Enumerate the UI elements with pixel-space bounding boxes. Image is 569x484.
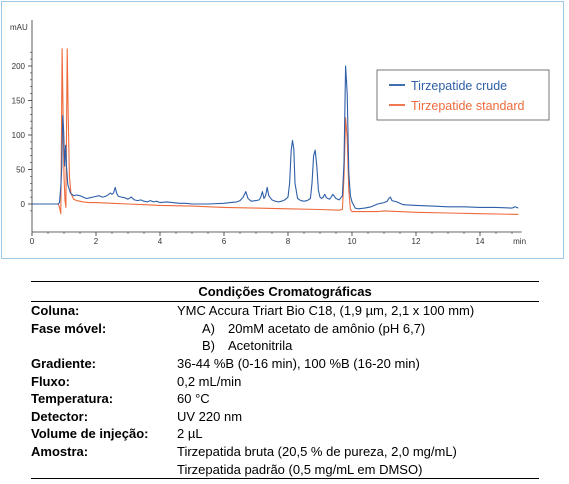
table-row: Detector: UV 220 nm (31, 408, 539, 426)
sample-value-crude: Tirzepatida bruta (20,5 % de pureza, 2,0… (177, 444, 457, 460)
x-axis-label: min (513, 237, 526, 246)
x-tick-label: 0 (30, 237, 35, 246)
y-tick-label: 100 (12, 131, 26, 140)
sample-value-standard: Tirzepatida padrão (0,5 mg/mL em DMSO) (177, 460, 539, 479)
temperature-label: Temperatura: (31, 391, 114, 407)
y-axis-label: mAU (10, 23, 28, 32)
table-title: Condições Cromatográficas (31, 281, 539, 302)
legend-label: Tirzepatide standard (411, 99, 525, 113)
table-row: Volume de injeção: 2 µL (31, 425, 539, 443)
chromatographic-conditions-table: Condições Cromatográficas Coluna: YMC Ac… (31, 281, 539, 479)
mobile-phase-b-marker: B) (202, 338, 215, 354)
x-tick-label: 4 (158, 237, 163, 246)
x-tick-label: 10 (348, 237, 357, 246)
table-row: Fluxo: 0,2 mL/min (31, 372, 539, 390)
flow-label: Fluxo: (31, 373, 70, 389)
series-line-tirzepatide-standard (32, 48, 519, 215)
table-row: Amostra: Tirzepatida bruta (20,5 % de pu… (31, 443, 539, 461)
detector-label: Detector: (31, 408, 89, 424)
table-row: B) Acetonitrila (31, 337, 539, 355)
injection-volume-label: Volume de injeção: (31, 426, 149, 442)
chromatogram-chart: 0 50 100 150 200 mAU 0 2 4 6 8 10 12 14 min Tirzepatid… (10, 20, 550, 246)
mobile-phase-a-marker: A) (202, 320, 215, 336)
table-row: Coluna: YMC Accura Triart Bio C18, (1,9 … (31, 302, 539, 320)
series-line-tirzepatide-crude (32, 65, 519, 210)
plot-area (32, 48, 519, 215)
axes: 0 50 100 150 200 mAU 0 2 4 6 8 10 12 14 min (10, 20, 526, 246)
gradient-value: 36-44 %B (0-16 min), 100 %B (16-20 min) (177, 356, 420, 372)
y-tick-label: 50 (16, 166, 25, 175)
x-tick-label: 12 (412, 237, 421, 246)
y-tick-label: 200 (12, 62, 26, 71)
x-tick-label: 2 (94, 237, 99, 246)
table-row: Temperatura: 60 °C (31, 390, 539, 408)
table-row: Fase móvel: A) 20mM acetato de amônio (pH… (31, 320, 539, 338)
temperature-value: 60 °C (177, 391, 210, 407)
x-tick-label: 6 (222, 237, 227, 246)
mobile-phase-label: Fase móvel: (31, 320, 107, 336)
table-caption-row: Condições Cromatográficas (31, 281, 539, 302)
injection-volume-value: 2 µL (177, 426, 203, 442)
y-tick-label: 150 (12, 97, 26, 106)
chromatogram-frame (1, 1, 564, 259)
mobile-phase-a-value: 20mM acetato de amônio (pH 6,7) (228, 320, 426, 336)
sample-label: Amostra: (31, 444, 89, 460)
legend-box (376, 69, 550, 121)
table-row: Gradiente: 36-44 %B (0-16 min), 100 %B (… (31, 355, 539, 373)
mobile-phase-b-value: Acetonitrila (228, 338, 293, 354)
column-label: Coluna: (31, 303, 80, 319)
gradient-label: Gradiente: (31, 356, 97, 372)
table-row: Tirzepatida padrão (0,5 mg/mL em DMSO) (31, 460, 539, 479)
y-tick-label: 0 (21, 200, 26, 209)
legend: Tirzepatide crude Tirzepatide standard (376, 69, 550, 121)
column-value: YMC Accura Triart Bio C18, (1,9 µm, 2,1 … (177, 303, 475, 319)
x-tick-label: 8 (286, 237, 291, 246)
flow-value: 0,2 mL/min (177, 373, 242, 389)
x-tick-label: 14 (476, 237, 485, 246)
legend-label: Tirzepatide crude (411, 79, 507, 93)
detector-value: UV 220 nm (177, 408, 243, 424)
